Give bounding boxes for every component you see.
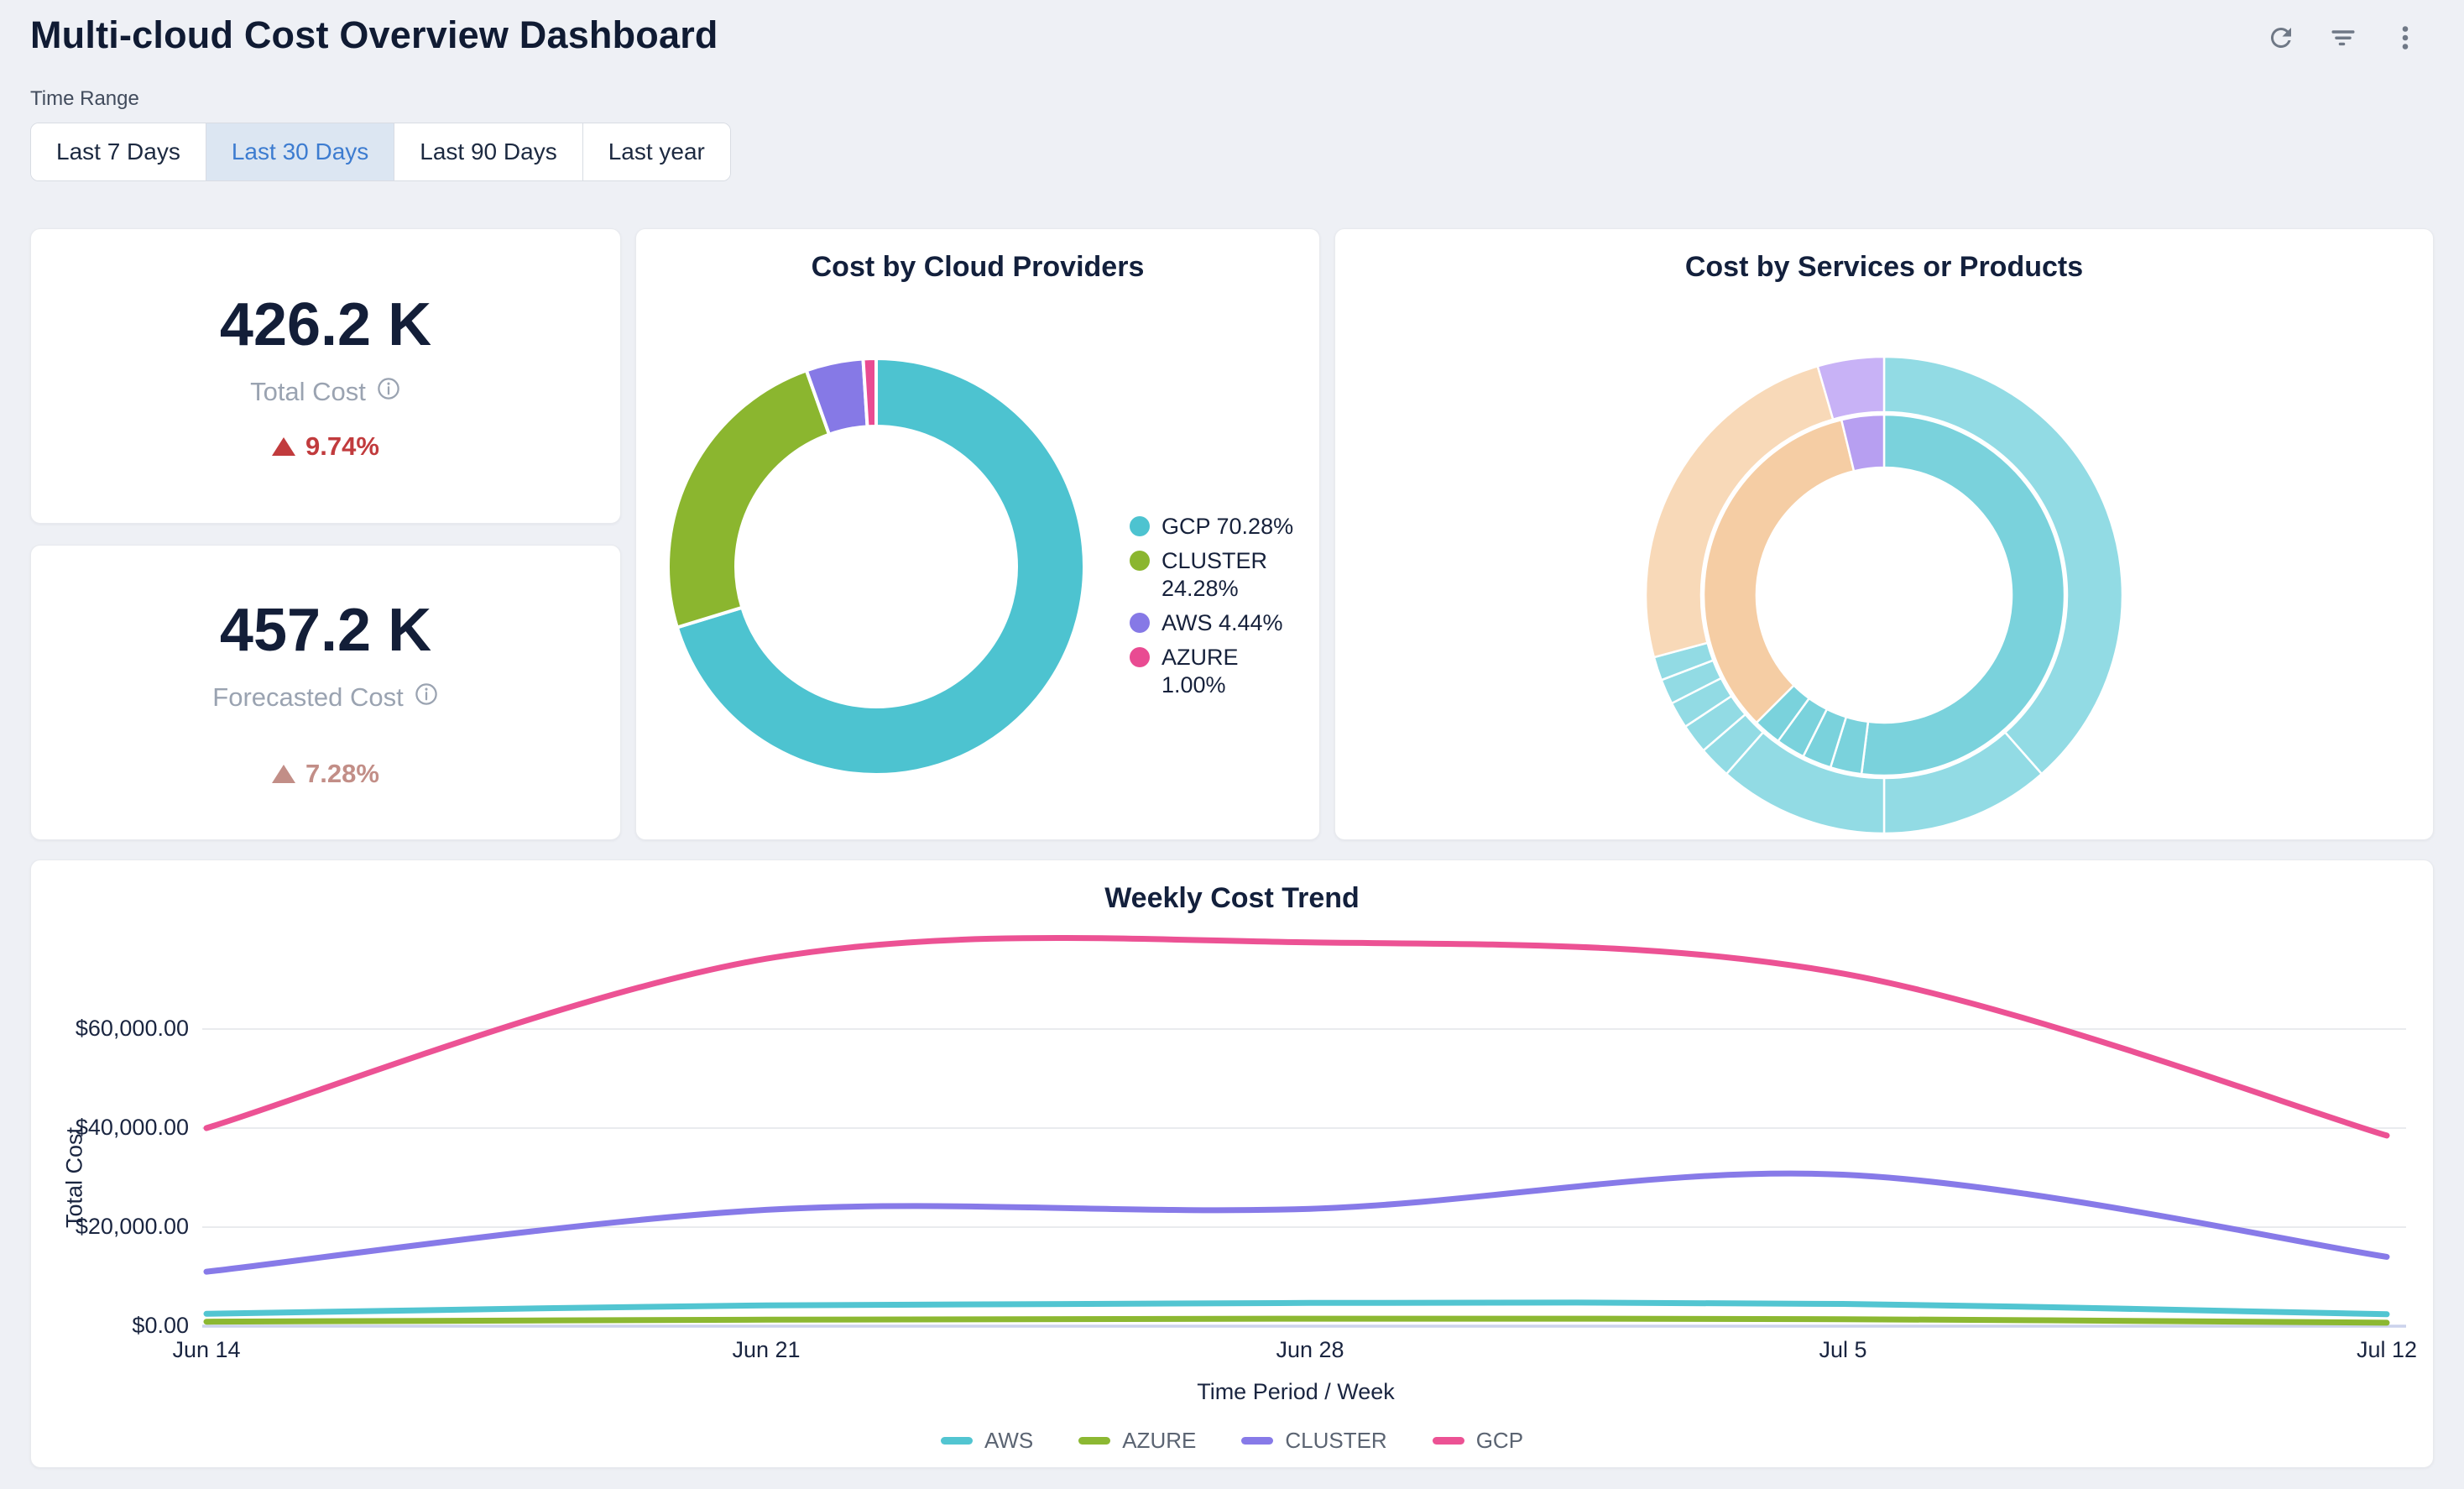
trend-legend-item-azure[interactable]: AZURE: [1078, 1428, 1196, 1454]
services-sunburst-chart[interactable]: [1632, 343, 2136, 847]
x-tick-jun-28: Jun 28: [1276, 1337, 1344, 1362]
trend-legend: AWS AZURE CLUSTER GCP: [31, 1428, 2433, 1454]
time-range-segmented-control: Last 7 Days Last 30 Days Last 90 Days La…: [30, 123, 731, 181]
top-cards-row: 426.2 K Total Cost 9.74%: [30, 228, 2434, 840]
legend-swatch-gcp: [1130, 516, 1150, 536]
x-tick-jun-21: Jun 21: [732, 1337, 801, 1362]
trend-legend-swatch-aws: [940, 1437, 973, 1445]
forecasted-cost-label-row: Forecasted Cost: [212, 682, 438, 713]
total-cost-card: 426.2 K Total Cost 9.74%: [30, 228, 621, 524]
services-chart-title: Cost by Services or Products: [1684, 251, 2084, 283]
time-range-option-last-year[interactable]: Last year: [582, 123, 730, 180]
kebab-menu-icon: [2390, 23, 2420, 55]
x-tick-jul-12: Jul 12: [2356, 1337, 2418, 1362]
header-actions: [2261, 18, 2425, 59]
trend-legend-swatch-gcp: [1432, 1437, 1464, 1445]
trend-up-icon: [272, 437, 296, 456]
y-tick-0: $0.00: [132, 1313, 189, 1338]
forecasted-cost-label: Forecasted Cost: [212, 682, 404, 712]
legend-swatch-cluster: [1130, 550, 1150, 571]
forecasted-cost-card: 457.2 K Forecasted Cost 7.28%: [30, 545, 621, 840]
y-tick-20000: $20,000.00: [75, 1214, 189, 1239]
page-title: Multi-cloud Cost Overview Dashboard: [30, 13, 718, 56]
cost-by-cloud-providers-card: Cost by Cloud Providers GCP 70.28% CLUST…: [635, 228, 1320, 840]
time-range-option-last-7-days[interactable]: Last 7 Days: [31, 123, 206, 180]
filter-icon: [2328, 23, 2358, 55]
x-axis-title: Time Period / Week: [1197, 1379, 1395, 1404]
y-tick-40000: $40,000.00: [75, 1115, 189, 1140]
refresh-button[interactable]: [2261, 18, 2301, 59]
weekly-cost-trend-card: Weekly Cost Trend $60,000.00 $40,000.00 …: [30, 859, 2434, 1468]
time-range-label: Time Range: [30, 87, 139, 110]
y-axis-title: Total Cost: [61, 1126, 87, 1229]
legend-swatch-aws: [1130, 612, 1150, 633]
trend-legend-swatch-azure: [1078, 1437, 1111, 1445]
y-tick-60000: $60,000.00: [75, 1016, 189, 1041]
legend-item-gcp[interactable]: GCP 70.28%: [1130, 513, 1308, 541]
stat-cards-column: 426.2 K Total Cost 9.74%: [30, 228, 621, 840]
info-icon[interactable]: [414, 682, 439, 713]
trend-legend-item-aws[interactable]: AWS: [940, 1428, 1033, 1454]
x-tick-jul-5: Jul 5: [1819, 1337, 1867, 1362]
trend-up-icon: [272, 765, 296, 783]
trend-legend-swatch-cluster: [1241, 1437, 1274, 1445]
trend-chart-title: Weekly Cost Trend: [1104, 882, 1360, 914]
x-tick-jun-14: Jun 14: [172, 1337, 241, 1362]
more-options-button[interactable]: [2385, 18, 2425, 59]
providers-chart-title: Cost by Cloud Providers: [811, 251, 1145, 283]
forecasted-cost-delta: 7.28%: [272, 759, 379, 789]
header: Multi-cloud Cost Overview Dashboard: [30, 13, 2434, 59]
providers-donut-chart[interactable]: [658, 348, 1094, 785]
refresh-icon: [2266, 23, 2296, 55]
time-range-option-last-90-days[interactable]: Last 90 Days: [394, 123, 583, 180]
filter-button[interactable]: [2323, 18, 2363, 59]
total-cost-value: 426.2 K: [219, 291, 432, 358]
cost-by-services-card: Cost by Services or Products: [1334, 228, 2434, 840]
info-icon[interactable]: [376, 376, 401, 408]
total-cost-label-row: Total Cost: [250, 376, 401, 408]
total-cost-delta: 9.74%: [272, 431, 379, 462]
legend-item-cluster[interactable]: CLUSTER 24.28%: [1130, 547, 1308, 603]
forecasted-cost-value: 457.2 K: [219, 597, 432, 664]
legend-item-azure[interactable]: AZURE 1.00%: [1130, 644, 1308, 699]
total-cost-label: Total Cost: [250, 377, 366, 406]
providers-legend: GCP 70.28% CLUSTER 24.28% AWS 4.44% AZUR…: [1130, 513, 1308, 699]
trend-legend-item-gcp[interactable]: GCP: [1432, 1428, 1523, 1454]
legend-item-aws[interactable]: AWS 4.44%: [1130, 609, 1308, 637]
trend-legend-item-cluster[interactable]: CLUSTER: [1241, 1428, 1387, 1454]
trend-line-chart[interactable]: [31, 860, 2435, 1469]
time-range-option-last-30-days[interactable]: Last 30 Days: [206, 123, 395, 180]
legend-swatch-azure: [1130, 646, 1150, 667]
